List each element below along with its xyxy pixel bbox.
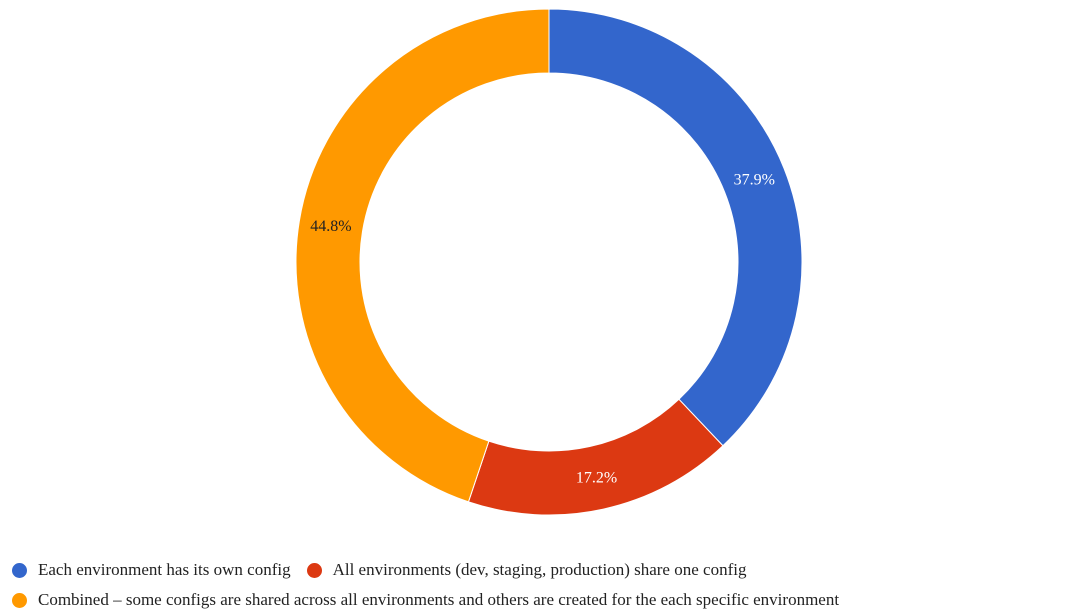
legend-swatch-combined (12, 592, 27, 608)
slice-label-shared-config: 17.2% (576, 469, 617, 486)
legend: Each environment has its own config All … (12, 555, 1087, 615)
legend-row-2: Combined – some configs are shared acros… (12, 585, 1087, 615)
slice-own-config[interactable] (548, 8, 803, 447)
slice-label-combined: 44.8% (310, 218, 351, 235)
donut-chart: 37.9% 17.2% 44.8% (295, 8, 803, 516)
legend-item-shared-config[interactable]: All environments (dev, staging, producti… (306, 555, 747, 585)
legend-row-1: Each environment has its own config All … (12, 555, 1087, 585)
legend-label-combined: Combined – some configs are shared acros… (38, 590, 840, 609)
slice-shared-config[interactable] (467, 398, 724, 516)
legend-label-shared-config: All environments (dev, staging, producti… (332, 560, 747, 579)
legend-swatch-own-config (12, 562, 27, 578)
legend-item-combined[interactable]: Combined – some configs are shared acros… (12, 585, 839, 615)
legend-label-own-config: Each environment has its own config (38, 560, 291, 579)
legend-item-own-config[interactable]: Each environment has its own config (12, 555, 291, 585)
slice-combined[interactable] (295, 8, 550, 503)
slice-label-own-config: 37.9% (734, 172, 775, 189)
legend-swatch-shared-config (306, 562, 322, 578)
